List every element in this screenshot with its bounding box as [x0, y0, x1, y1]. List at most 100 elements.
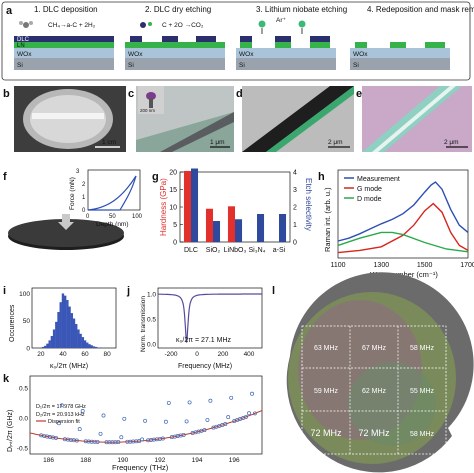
g-bar-hardness — [205, 208, 213, 242]
g-category-label: LiNbO₃ — [224, 247, 247, 254]
wafer-cell-label: 62 MHz — [362, 388, 387, 395]
i-ytick-label: 100 — [19, 291, 30, 298]
i-xtick-label: 20 — [37, 351, 45, 358]
j-annotation: κ₀/2π = 27.1 MHz — [176, 337, 232, 344]
k-point — [247, 411, 251, 416]
k-point — [77, 427, 82, 432]
i-bar — [44, 345, 47, 348]
g-ytick-right-label: 3 — [293, 187, 297, 194]
wafer-cell-label: 55 MHz — [410, 388, 435, 395]
k-point — [54, 435, 58, 440]
svg-text:WOx: WOx — [17, 51, 32, 58]
i-bar — [50, 336, 54, 348]
j-xtick-label: 400 — [244, 351, 255, 358]
i-bar — [94, 346, 98, 348]
panel-label-d: d — [236, 88, 243, 100]
svg-text:WOx: WOx — [239, 51, 254, 58]
f-xtick: 100 — [132, 214, 143, 220]
i-xtick-label: 80 — [104, 351, 112, 358]
wafer-cell-label: 58 MHz — [410, 345, 435, 352]
scale-c-inset: 200 nm — [140, 108, 155, 113]
k-annotation-d2: D₂/2π = 20.913 kHz — [36, 412, 85, 418]
k-point — [59, 403, 64, 408]
k-points — [29, 391, 263, 445]
g-ytick-label: 5 — [173, 222, 177, 229]
j-xtick-label: 0 — [195, 351, 199, 358]
wafer-cell-label: 72 MHz — [310, 428, 342, 438]
k-xtick-label: 196 — [229, 457, 240, 464]
i-bar — [55, 321, 58, 348]
k-point — [208, 398, 213, 403]
micrograph-c — [136, 86, 234, 152]
i-bar — [59, 302, 62, 348]
i-bar — [81, 337, 85, 348]
i-xtick-label: 60 — [81, 351, 89, 358]
h-xtick-label: 1100 — [330, 262, 345, 269]
svg-text:Si: Si — [17, 62, 23, 69]
k-ytick-label: -0.5 — [17, 446, 29, 453]
svg-text:Si: Si — [128, 62, 134, 69]
j-xlabel: Frequency (MHz) — [178, 363, 232, 370]
g-category-label: SiO₂ — [206, 247, 221, 254]
g-ylabel-left: Hardness (GPa) — [159, 178, 168, 236]
step-4-stack: WOx Si — [350, 42, 450, 70]
i-ytick-label: 50 — [23, 318, 31, 325]
svg-text:Si: Si — [353, 62, 359, 69]
j-ytick-label: 0.5 — [147, 317, 156, 324]
i-ytick-label: 0 — [26, 346, 30, 353]
panel-label-f: f — [3, 171, 7, 183]
k-point — [163, 419, 168, 424]
g-bars — [183, 168, 287, 242]
f-ytick: 2 — [82, 182, 86, 188]
i-bar — [79, 333, 82, 348]
h-xtick-label: 1700 — [460, 262, 474, 269]
i-bar — [90, 345, 93, 348]
i-bar — [97, 347, 100, 348]
k-annotation-d1: D₁/2π = 17.978 GHz — [36, 404, 86, 410]
k-point — [229, 395, 234, 400]
i-bar — [57, 312, 60, 348]
step-1-title: 1. DLC deposition — [34, 5, 98, 14]
j-ytick-label: 1.0 — [147, 292, 156, 299]
wafer-cell-label: 67 MHz — [362, 345, 387, 352]
k-legend-label: Dispersion fit — [48, 419, 80, 425]
k-ylabel: Dᵢₙₜ/2π (GHz) — [7, 410, 14, 452]
g-bar-hardness — [183, 170, 191, 242]
g-category-label: DLC — [184, 247, 198, 254]
k-point — [181, 432, 186, 437]
panel-label-c: c — [128, 88, 134, 100]
wafer-cell-label: 63 MHz — [314, 345, 339, 352]
g-ytick-label: 10 — [169, 205, 177, 212]
panel-label-g: g — [152, 171, 159, 183]
wafer-photo — [276, 272, 474, 473]
k-point — [143, 418, 148, 423]
i-bar — [63, 295, 67, 348]
k-point — [98, 431, 103, 436]
k-point — [122, 416, 127, 421]
svg-text:DLC: DLC — [17, 37, 30, 43]
h-legend-measurement: Measurement — [357, 176, 400, 183]
f-xlabel: Depth (nm) — [96, 221, 129, 228]
j-line — [158, 293, 262, 343]
f-xtick: 50 — [109, 214, 116, 220]
i-bar — [68, 306, 71, 348]
svg-text:Si: Si — [239, 62, 245, 69]
i-bar — [83, 340, 87, 348]
i-bar — [72, 318, 76, 348]
g-ytick-label: 0 — [173, 240, 177, 247]
scale-e: 2 μm — [444, 139, 459, 146]
g-bar-selectivity — [235, 219, 243, 242]
f-xtick: 0 — [86, 214, 90, 220]
scale-c: 1 μm — [210, 139, 225, 146]
g-category-label: Si₃N₄ — [249, 247, 266, 254]
micrograph-e — [362, 86, 472, 152]
j-ylabel: Norm. transmission — [140, 296, 147, 352]
k-point — [119, 435, 124, 440]
f-ytick: 0 — [82, 208, 86, 214]
j-ytick-label: 0.0 — [147, 342, 156, 349]
i-bar — [88, 344, 91, 348]
g-ytick-right-label: 4 — [293, 170, 297, 177]
svg-text:LN: LN — [17, 43, 25, 49]
